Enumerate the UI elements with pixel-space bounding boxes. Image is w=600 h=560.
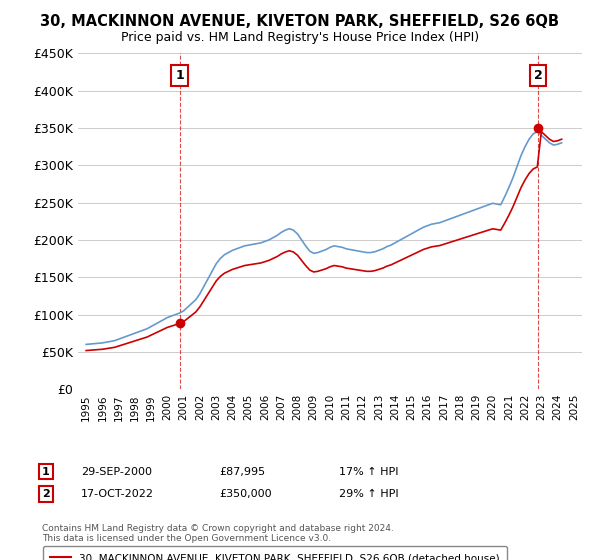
Text: 30, MACKINNON AVENUE, KIVETON PARK, SHEFFIELD, S26 6QB: 30, MACKINNON AVENUE, KIVETON PARK, SHEF… (41, 14, 560, 29)
Text: 2: 2 (533, 69, 542, 82)
Text: Contains HM Land Registry data © Crown copyright and database right 2024.
This d: Contains HM Land Registry data © Crown c… (42, 524, 394, 543)
Text: 17% ↑ HPI: 17% ↑ HPI (339, 466, 398, 477)
Text: £350,000: £350,000 (219, 489, 272, 499)
Text: 29% ↑ HPI: 29% ↑ HPI (339, 489, 398, 499)
Text: £87,995: £87,995 (219, 466, 265, 477)
Legend: 30, MACKINNON AVENUE, KIVETON PARK, SHEFFIELD, S26 6QB (detached house), HPI: Av: 30, MACKINNON AVENUE, KIVETON PARK, SHEF… (43, 546, 507, 560)
Text: 29-SEP-2000: 29-SEP-2000 (81, 466, 152, 477)
Text: 17-OCT-2022: 17-OCT-2022 (81, 489, 154, 499)
Text: 2: 2 (42, 489, 50, 499)
Text: 1: 1 (175, 69, 184, 82)
Text: 1: 1 (42, 466, 50, 477)
Text: Price paid vs. HM Land Registry's House Price Index (HPI): Price paid vs. HM Land Registry's House … (121, 31, 479, 44)
